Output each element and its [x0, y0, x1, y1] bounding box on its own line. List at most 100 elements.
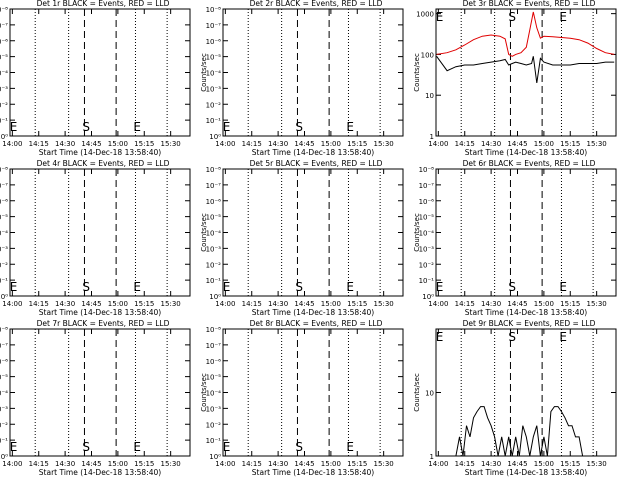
x-tick-label: 14:30 — [268, 140, 288, 148]
x-tick-label: 14:45 — [81, 140, 101, 148]
chart-title: Det 3r BLACK = Events, RED = LLD — [463, 0, 596, 8]
y-tick-label: 1 — [430, 133, 434, 141]
x-tick-label: 15:00 — [108, 300, 128, 308]
panel-det-1r: Det 1r BLACK = Events, RED = LLD 10⁰ 10⁻¹ 1… — [0, 0, 191, 157]
x-tick-label: 14:00 — [215, 460, 235, 468]
y-axis-label: Counts/sec — [413, 53, 421, 92]
x-axis-label: Start Time (14-Dec-18 13:58:40) — [39, 308, 161, 317]
y-tick-label: 10⁻⁸ — [206, 326, 222, 334]
x-tick-label: 15:30 — [374, 140, 394, 148]
y-tick-label: 10⁰ — [422, 293, 434, 301]
x-tick-label: 14:15 — [455, 300, 475, 308]
panel-det-8r: Det 8r BLACK = Events, RED = LLD 10⁰ 10⁻¹ 1… — [200, 319, 404, 477]
x-tick-label: 15:00 — [108, 460, 128, 468]
y-tick-label: 10⁻⁴ — [206, 70, 222, 78]
y-tick-label: 10⁰ — [0, 293, 8, 301]
series-line-1 — [436, 56, 615, 83]
y-tick-label: 10⁻² — [0, 421, 8, 429]
y-tick-label: 10⁻⁷ — [206, 182, 222, 190]
x-axis-label: Start Time (14-Dec-18 13:58:40) — [252, 468, 374, 477]
x-axis-label: Start Time (14-Dec-18 13:58:40) — [39, 148, 161, 157]
x-tick-label: 15:00 — [321, 140, 341, 148]
y-tick-label: 10⁻⁶ — [206, 358, 222, 366]
x-tick-label: 14:15 — [29, 300, 49, 308]
marker-E: E — [559, 10, 567, 24]
panel-det-9r: Det 9r BLACK = Events, RED = LLD 1 10 Count… — [413, 319, 617, 477]
marker-E: E — [436, 280, 444, 294]
y-tick-label: 1000 — [416, 11, 434, 19]
chart-title: Det 5r BLACK = Events, RED = LLD — [250, 159, 383, 168]
y-tick-label: 10⁻⁵ — [0, 214, 8, 222]
series-line-2 — [436, 11, 615, 57]
marker-S: S — [295, 120, 303, 134]
y-tick-label: 10⁻³ — [0, 85, 8, 93]
x-tick-label: 14:00 — [428, 140, 448, 148]
marker-E: E — [436, 330, 444, 344]
x-tick-label: 15:30 — [374, 460, 394, 468]
marker-E: E — [10, 280, 18, 294]
marker-E: E — [346, 280, 354, 294]
x-tick-label: 15:30 — [587, 300, 607, 308]
x-tick-label: 14:30 — [55, 140, 75, 148]
marker-E: E — [223, 120, 231, 134]
y-tick-label: 10⁻⁷ — [419, 182, 435, 190]
y-tick-label: 10 — [425, 390, 434, 398]
y-tick-label: 10 — [425, 92, 434, 100]
x-tick-label: 15:15 — [134, 140, 154, 148]
x-tick-label: 15:30 — [161, 140, 181, 148]
chart-title: Det 7r BLACK = Events, RED = LLD — [37, 319, 170, 328]
x-tick-label: 14:00 — [215, 140, 235, 148]
y-tick-label: 10⁻⁸ — [0, 326, 8, 334]
panel-det-2r: Det 2r BLACK = Events, RED = LLD 10⁰ 10⁻¹ 1… — [200, 0, 404, 157]
x-tick-label: 15:30 — [161, 300, 181, 308]
x-tick-label: 14:30 — [481, 460, 501, 468]
y-axis-label: Counts/sec — [200, 53, 208, 92]
x-tick-label: 14:45 — [507, 300, 527, 308]
x-tick-label: 15:30 — [374, 300, 394, 308]
x-tick-label: 14:00 — [2, 460, 22, 468]
y-tick-label: 10⁻² — [0, 101, 8, 109]
x-tick-label: 14:30 — [481, 300, 501, 308]
y-tick-label: 10⁻⁴ — [0, 70, 8, 78]
chart-title: Det 6r BLACK = Events, RED = LLD — [463, 159, 596, 168]
y-tick-label: 10⁻⁴ — [206, 230, 222, 238]
x-axis-label: Start Time (14-Dec-18 13:58:40) — [465, 148, 587, 157]
y-tick-label: 100 — [421, 51, 434, 59]
panels: Det 1r BLACK = Events, RED = LLD 10⁰ 10⁻¹ 1… — [0, 0, 617, 477]
x-tick-label: 14:30 — [268, 300, 288, 308]
marker-E: E — [133, 440, 141, 454]
x-tick-label: 14:15 — [242, 140, 262, 148]
x-tick-label: 15:15 — [347, 460, 367, 468]
x-tick-label: 15:30 — [587, 460, 607, 468]
x-tick-label: 15:00 — [108, 140, 128, 148]
y-tick-label: 10⁻³ — [206, 85, 222, 93]
panel-det-5r: Det 5r BLACK = Events, RED = LLD 10⁰ 10⁻¹ 1… — [200, 159, 404, 317]
x-tick-label: 14:00 — [428, 460, 448, 468]
x-tick-label: 14:45 — [507, 460, 527, 468]
x-axis-label: Start Time (14-Dec-18 13:58:40) — [252, 308, 374, 317]
chart-title: Det 1r BLACK = Events, RED = LLD — [37, 0, 170, 8]
plot-frame — [9, 328, 191, 457]
panel-det-3r: Det 3r BLACK = Events, RED = LLD 1 10 100 10… — [413, 0, 617, 157]
y-tick-label: 10⁻⁵ — [419, 214, 435, 222]
x-axis-label: Start Time (14-Dec-18 13:58:40) — [252, 148, 374, 157]
y-tick-label: 10⁻¹ — [0, 277, 8, 285]
chart-title: Det 4r BLACK = Events, RED = LLD — [37, 159, 170, 168]
x-tick-label: 14:15 — [29, 140, 49, 148]
x-tick-label: 14:15 — [29, 460, 49, 468]
chart-title: Det 8r BLACK = Events, RED = LLD — [250, 319, 383, 328]
x-axis-label: Start Time (14-Dec-18 13:58:40) — [465, 468, 587, 477]
x-tick-label: 14:30 — [55, 300, 75, 308]
y-tick-label: 10⁻³ — [0, 245, 8, 253]
y-tick-label: 10⁻⁸ — [0, 166, 8, 174]
x-tick-label: 14:45 — [294, 460, 314, 468]
y-axis-label: Counts/sec — [200, 213, 208, 252]
x-tick-label: 14:00 — [215, 300, 235, 308]
panel-det-7r: Det 7r BLACK = Events, RED = LLD 10⁰ 10⁻¹ 1… — [0, 319, 191, 477]
x-tick-label: 15:00 — [534, 300, 554, 308]
panel-det-6r: Det 6r BLACK = Events, RED = LLD 10⁰ 10⁻¹ 1… — [413, 159, 617, 317]
marker-S: S — [508, 280, 516, 294]
marker-E: E — [559, 330, 567, 344]
y-tick-label: 10⁻¹ — [0, 437, 8, 445]
